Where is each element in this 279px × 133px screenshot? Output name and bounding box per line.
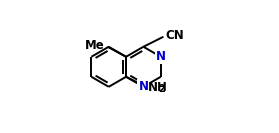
Text: N: N <box>138 80 148 93</box>
Text: 2: 2 <box>158 84 165 94</box>
Text: NH: NH <box>148 81 167 94</box>
Text: CN: CN <box>165 30 184 42</box>
Text: Me: Me <box>85 40 105 53</box>
Text: N: N <box>156 50 166 63</box>
